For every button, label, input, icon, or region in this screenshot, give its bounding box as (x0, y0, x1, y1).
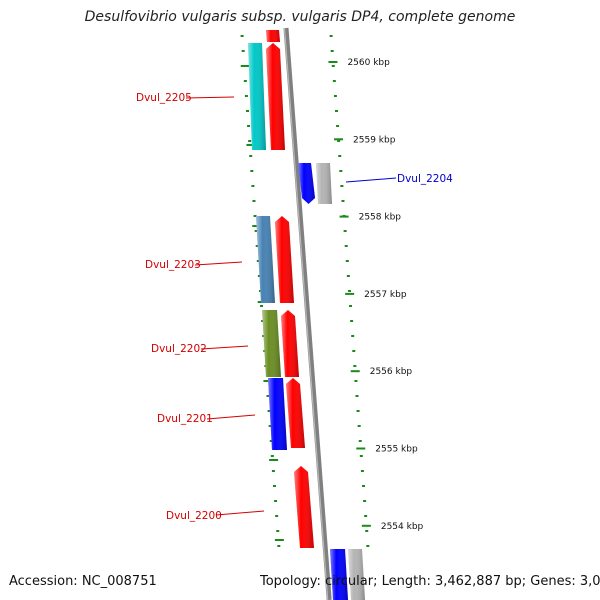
scale-tick-label: 2556 kbp (370, 367, 413, 377)
gene-leader-line (185, 96, 235, 99)
blue-feature-2204-shade (298, 163, 315, 204)
gene-label: Dvul_2201 (157, 413, 213, 425)
gene-label: Dvul_2204 (397, 173, 453, 185)
cyan-feature-shade (248, 43, 266, 150)
scale-tick-label: 2558 kbp (359, 213, 402, 223)
gene-leader-line (206, 414, 256, 420)
genome-backbone (283, 27, 332, 600)
scale-tick-label: 2555 kbp (375, 445, 418, 455)
gene-label: Dvul_2200 (166, 510, 222, 522)
cds-feature-2205-shade (266, 43, 285, 150)
accession-text: Accession: NC_008751 (9, 574, 157, 589)
cds-feature-top-shade (266, 30, 280, 42)
cds-feature-2203-shade (275, 216, 294, 303)
cds-feature-2202-shade (281, 310, 299, 377)
gene-leader-line (345, 177, 397, 183)
gene-leader-line (215, 510, 265, 516)
steel-feature-2203-shade (256, 216, 275, 303)
scale-tick-label: 2559 kbp (353, 135, 396, 145)
gene-leader-line (194, 261, 243, 266)
cds-feature-2201-shade (286, 378, 305, 448)
genome-backbone-highlight (283, 27, 329, 600)
gene-leader-line (200, 345, 249, 350)
scale-tick-label: 2560 kbp (347, 58, 390, 68)
gene-label: Dvul_2205 (136, 92, 192, 104)
scale-tick-label: 2557 kbp (364, 290, 407, 300)
blue-feature-bottom-shade (330, 549, 348, 600)
grey-feature-bottom-shade (348, 549, 365, 600)
blue-feature-2201-shade (268, 378, 287, 450)
genome-summary-text: Topology: circular; Length: 3,462,887 bp… (260, 574, 600, 589)
gene-label: Dvul_2203 (145, 259, 201, 271)
cds-feature-2200-shade (294, 466, 314, 548)
grey-feature-2204-shade (316, 163, 332, 204)
page-title: Desulfovibrio vulgaris subsp. vulgaris D… (84, 9, 516, 25)
olive-feature-2202-shade (262, 310, 281, 377)
scale-tick-label: 2554 kbp (381, 522, 424, 532)
gene-label: Dvul_2202 (151, 343, 207, 355)
